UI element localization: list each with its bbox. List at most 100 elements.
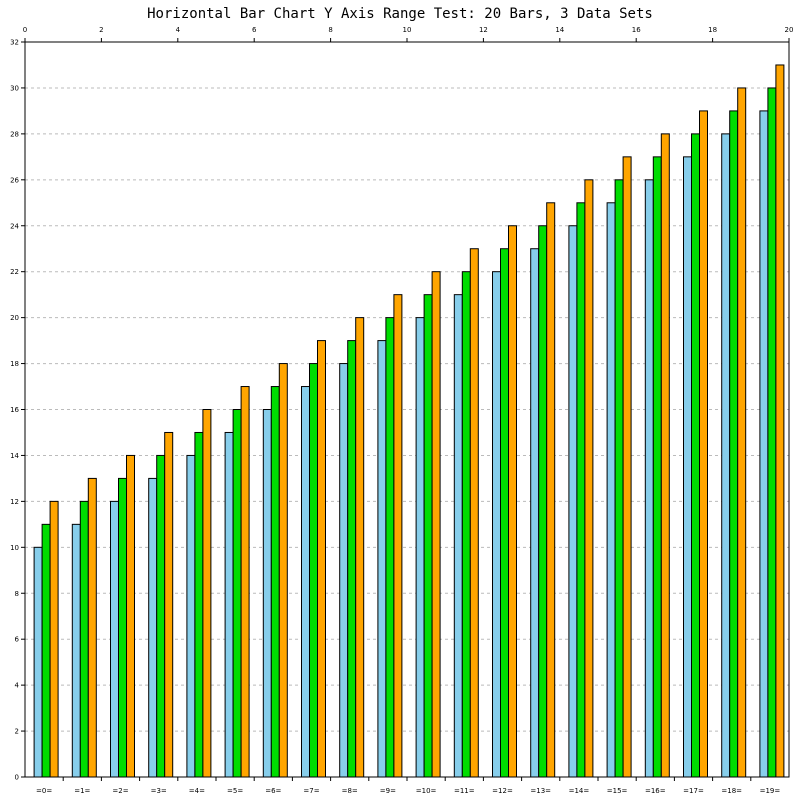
bar [691,133,700,778]
bar [584,179,594,778]
bar [530,248,540,778]
bar [652,156,662,778]
x-tick-label: =12= [492,787,513,795]
top-tick-label: 6 [252,26,257,34]
bar [431,271,441,778]
top-tick-label: 8 [328,26,332,34]
bar [385,317,395,778]
bar [262,409,272,778]
y-tick-label: 16 [10,406,19,414]
bar [339,363,349,778]
bar [126,454,135,778]
x-tick-label: =11= [454,787,475,795]
y-tick-label: 30 [10,84,19,92]
bar [164,431,174,778]
y-tick-label: 10 [10,544,19,552]
bar [309,363,318,778]
bar [415,317,425,778]
bar [156,454,166,778]
y-tick-label: 20 [10,314,19,322]
bar [568,225,578,778]
x-tick-label: =17= [683,787,704,795]
y-tick-label: 22 [10,268,19,276]
bar [729,110,739,778]
bar [33,546,43,778]
bar [71,523,81,778]
bar [232,409,242,778]
bar [79,500,89,778]
bar [148,477,158,778]
x-tick-label: =4= [189,787,205,795]
x-tick-label: =10= [416,787,437,795]
bar [224,431,234,778]
top-tick-label: 14 [555,26,564,34]
x-tick-label: =14= [569,787,590,795]
top-tick-label: 20 [785,26,794,34]
bar [270,386,280,778]
bar [699,110,708,778]
y-tick-label: 24 [10,222,19,230]
x-tick-label: =13= [530,787,551,795]
y-tick-label: 2 [15,728,19,736]
x-tick-label: =18= [721,787,742,795]
bar [767,87,777,778]
y-tick-label: 8 [15,590,19,598]
x-tick-label: =8= [342,787,358,795]
y-tick-label: 32 [10,39,19,47]
bar [775,64,785,778]
x-tick-label: =15= [607,787,628,795]
bar [538,225,548,778]
bar [508,225,517,778]
bar [644,179,654,778]
bar [377,340,387,778]
x-tick-label: =1= [74,787,90,795]
bar [240,386,250,778]
bar [469,248,479,778]
bar [614,179,624,778]
bar [423,294,433,778]
top-tick-label: 10 [403,26,412,34]
x-tick-label: =2= [112,787,128,795]
top-tick-label: 18 [708,26,717,34]
bar [41,523,51,778]
bar [194,431,204,778]
bar [737,87,747,778]
y-tick-label: 26 [10,176,19,184]
bar [278,363,288,778]
x-tick-label: =7= [303,787,319,795]
bar [546,202,556,778]
bar [461,271,471,778]
top-tick-label: 0 [23,26,27,34]
y-tick-label: 18 [10,360,19,368]
y-tick-label: 4 [15,682,20,690]
y-tick-label: 12 [10,498,19,506]
y-tick-label: 28 [10,130,19,138]
x-tick-label: =0= [36,787,52,795]
x-tick-label: =3= [151,787,167,795]
bar [393,294,403,778]
bar [492,271,501,778]
bar [576,202,586,778]
bar [110,500,119,778]
bar [622,156,632,778]
bar [87,477,97,778]
bar [118,477,127,778]
x-tick-label: =16= [645,787,666,795]
y-tick-label: 6 [15,636,20,644]
y-tick-label: 0 [15,774,19,782]
bar [660,133,670,778]
bar [202,409,212,778]
bar [721,133,731,778]
bar [355,317,365,778]
bar [453,294,463,778]
x-tick-label: =5= [227,787,243,795]
y-tick-label: 14 [10,452,19,460]
bar [186,454,196,778]
top-tick-label: 2 [99,26,103,34]
bar [606,202,616,778]
x-tick-label: =9= [380,787,396,795]
chart-title: Horizontal Bar Chart Y Axis Range Test: … [147,6,653,22]
top-tick-label: 4 [176,26,181,34]
top-tick-label: 16 [632,26,641,34]
